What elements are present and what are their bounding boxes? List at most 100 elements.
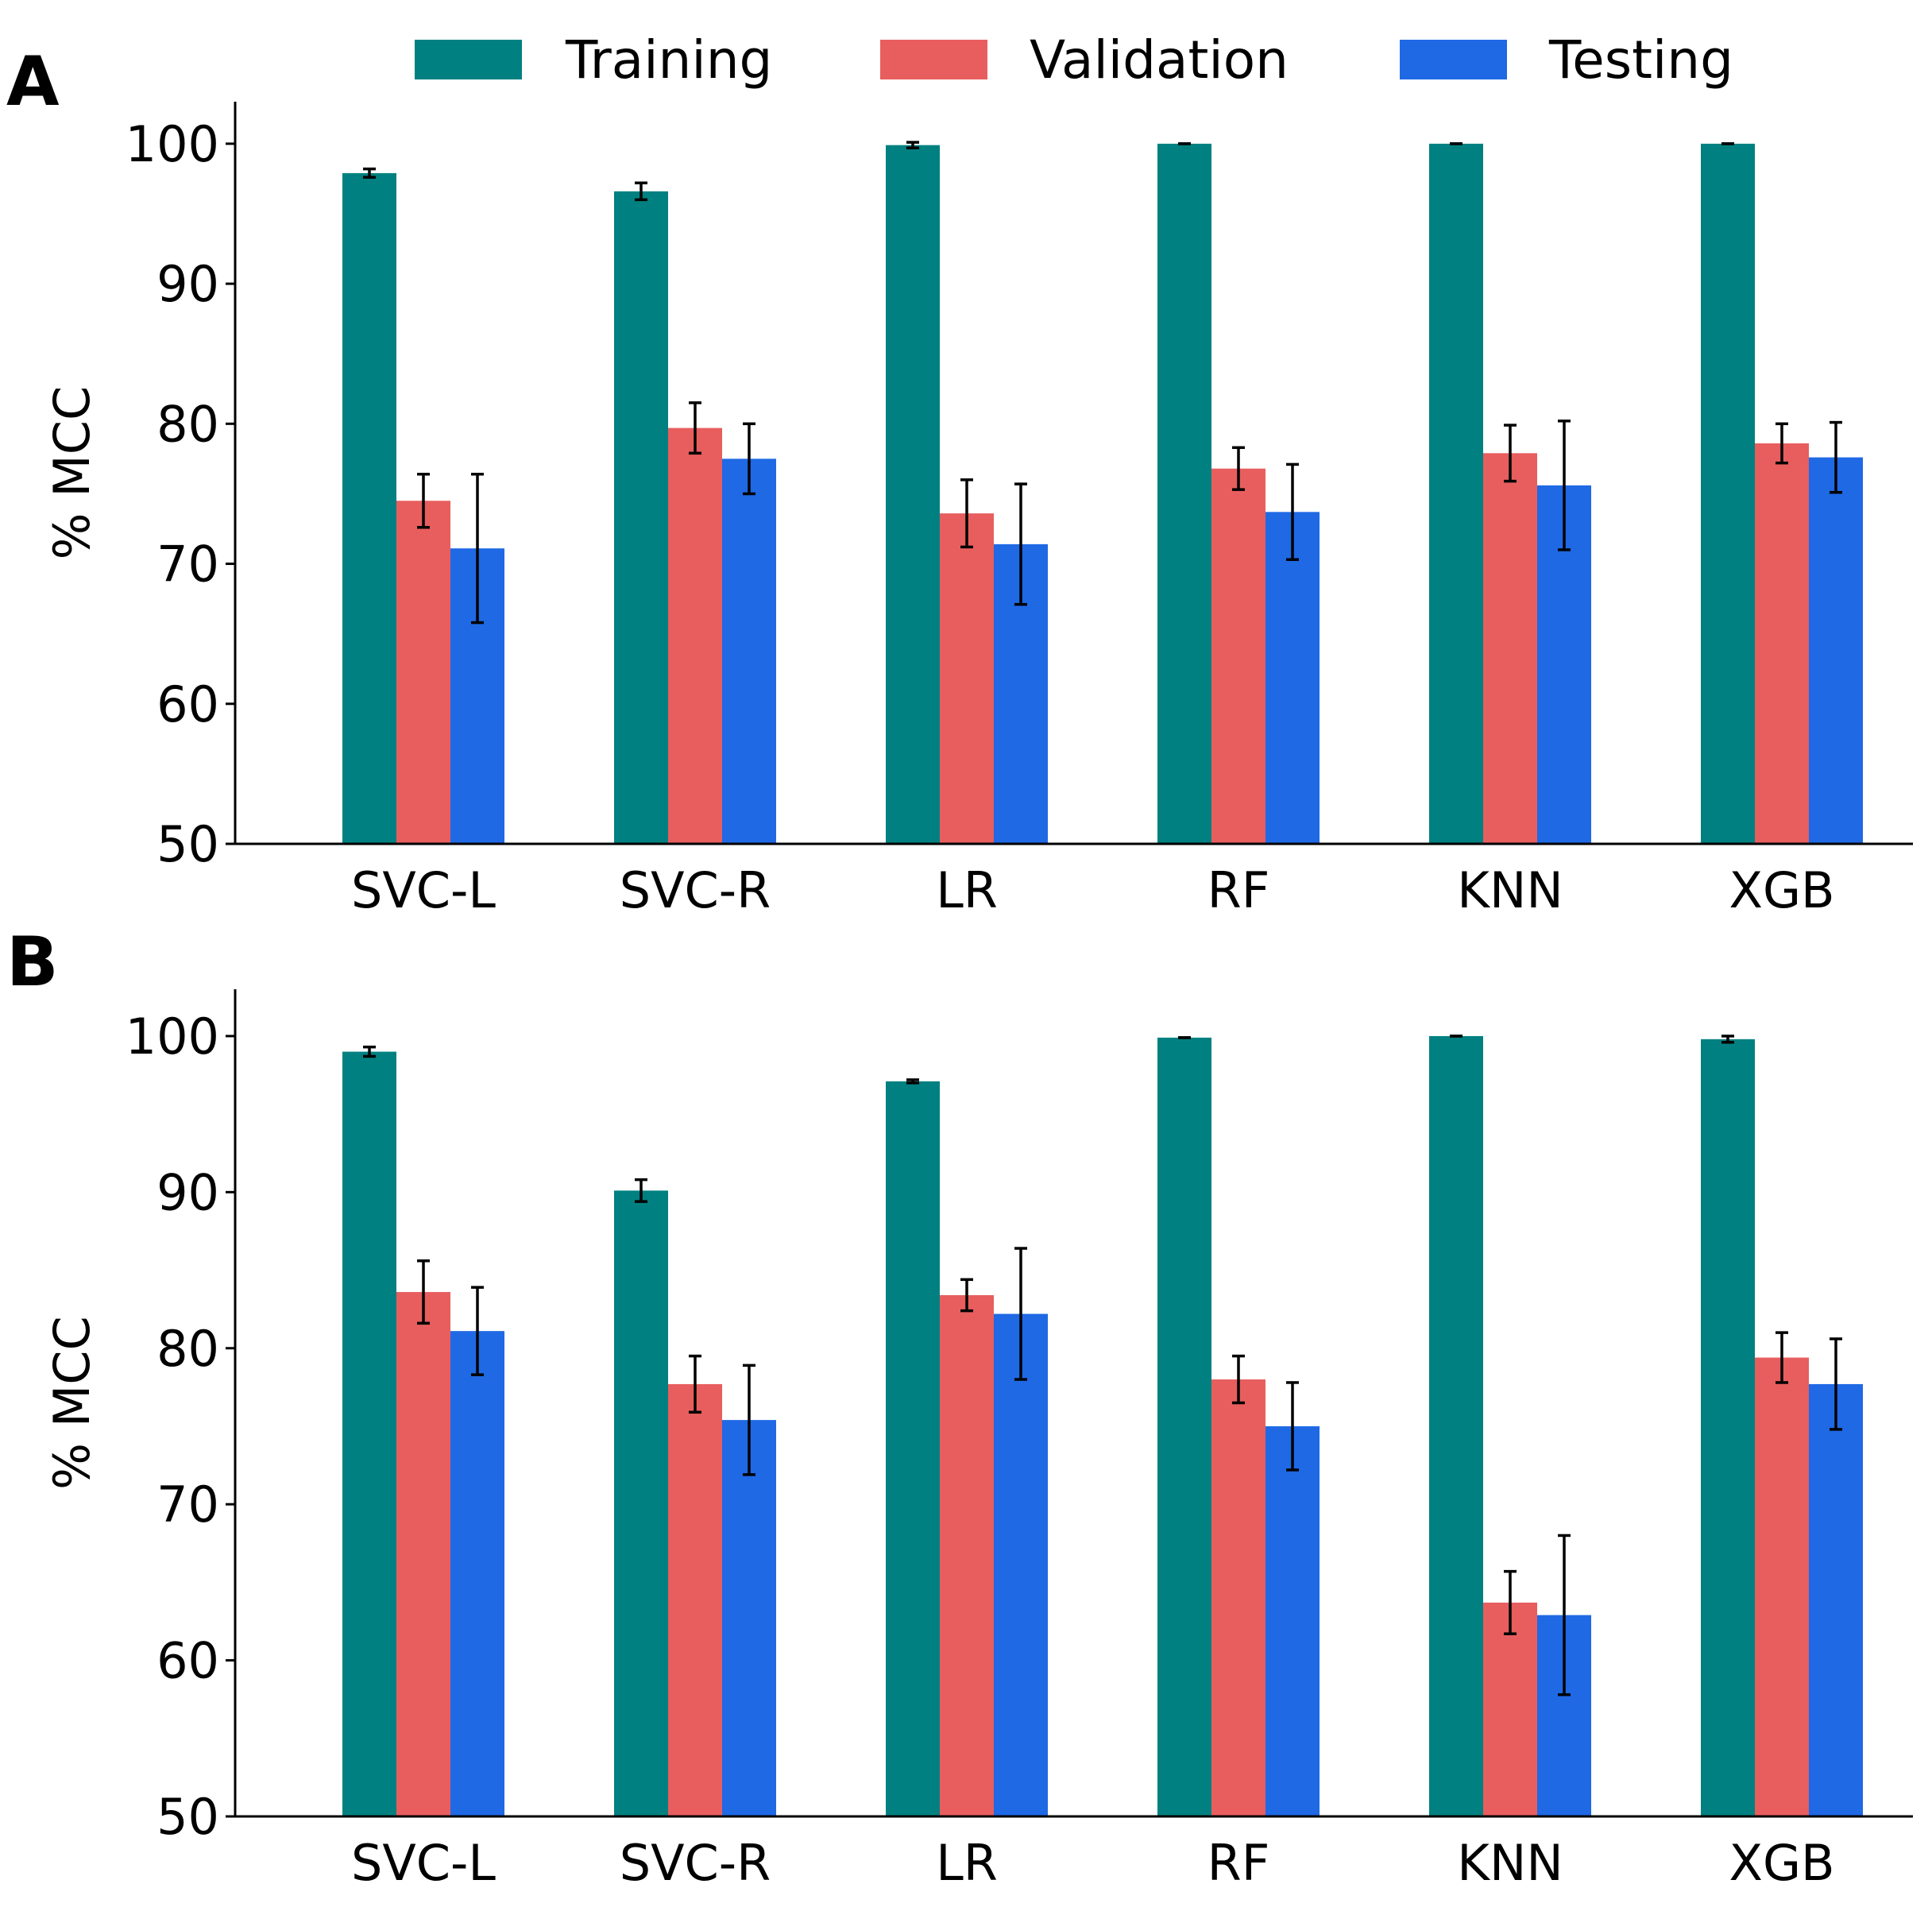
errorbar-b-rf-validation: [1232, 1354, 1245, 1405]
x-tick-label-a-rf: RF: [1208, 861, 1270, 919]
y-tick-label-b-80: 80: [156, 1320, 219, 1378]
x-tick-label-a-lr: LR: [936, 861, 998, 919]
bar-b-svc-l-validation: [396, 1292, 450, 1816]
y-tick-label-a-50: 50: [156, 815, 219, 873]
x-tick-label-b-knn: KNN: [1457, 1834, 1563, 1892]
bar-a-rf-validation: [1211, 468, 1265, 844]
errorbar-a-svc-r-testing: [743, 422, 755, 496]
bar-a-xgb-training: [1701, 143, 1755, 844]
x-tick-label-a-xgb: XGB: [1729, 861, 1834, 919]
bar-b-lr-testing: [994, 1313, 1048, 1816]
errorbar-a-knn-validation: [1504, 424, 1517, 483]
errorbar-b-xgb-validation: [1776, 1331, 1788, 1384]
errorbar-b-knn-testing: [1558, 1534, 1571, 1696]
legend-swatch-training: [415, 40, 522, 79]
errorbar-a-xgb-validation: [1776, 422, 1788, 465]
errorbar-b-xgb-testing: [1830, 1337, 1842, 1431]
legend-swatch-testing: [1400, 40, 1507, 79]
errorbar-b-svc-l-testing: [471, 1286, 484, 1376]
y-tick-label-b-50: 50: [156, 1788, 219, 1846]
legend-label-testing: Testing: [1548, 29, 1733, 91]
bar-b-svc-l-training: [342, 1051, 396, 1816]
bar-b-rf-validation: [1211, 1379, 1265, 1816]
y-axis-title-a: % MCC: [43, 386, 101, 560]
errorbar-a-svc-l-training: [363, 167, 376, 179]
bar-b-xgb-testing: [1809, 1383, 1863, 1816]
legend-label-validation: Validation: [1030, 29, 1289, 91]
x-tick-label-a-knn: KNN: [1457, 861, 1563, 919]
bar-a-svc-r-training: [614, 191, 668, 844]
bar-b-svc-r-training: [614, 1190, 668, 1816]
errorbar-b-svc-r-training: [635, 1178, 647, 1203]
x-tick-label-b-svc-l: SVC-L: [351, 1834, 496, 1892]
x-tick-label-b-lr: LR: [936, 1834, 998, 1892]
bar-a-svc-r-validation: [668, 427, 722, 844]
x-tick-label-b-svc-r: SVC-R: [620, 1834, 771, 1892]
y-tick-label-a-80: 80: [156, 395, 219, 453]
bar-a-lr-training: [886, 145, 940, 844]
y-tick-label-a-70: 70: [156, 536, 219, 594]
y-tick-label-a-60: 60: [156, 675, 219, 733]
bar-a-rf-testing: [1265, 512, 1320, 844]
errorbar-a-lr-testing: [1014, 482, 1027, 606]
errorbar-a-svc-l-testing: [471, 473, 484, 625]
legend-label-training: Training: [565, 29, 772, 91]
panel-a-chart: 50 60 70 80 90 100 SVC-L SVC-R LR RF KNN XGB % MCC: [43, 102, 1913, 919]
errorbar-b-lr-testing: [1014, 1247, 1027, 1381]
bar-a-svc-l-validation: [396, 501, 450, 844]
errorbar-a-rf-testing: [1286, 462, 1299, 562]
errorbar-b-xgb-training: [1721, 1035, 1734, 1044]
errorbar-a-svc-l-validation: [417, 473, 430, 529]
errorbar-a-svc-r-validation: [689, 401, 701, 455]
errorbar-a-svc-r-training: [635, 181, 647, 202]
bar-a-svc-l-training: [342, 172, 396, 844]
bar-b-lr-validation: [940, 1294, 994, 1816]
legend: Training Validation Testing: [415, 29, 1733, 91]
errorbar-a-lr-training: [906, 141, 919, 149]
bar-b-xgb-training: [1701, 1039, 1755, 1816]
y-tick-label-a-100: 100: [126, 115, 219, 173]
errorbar-b-lr-validation: [960, 1278, 973, 1313]
y-tick-label-b-60: 60: [156, 1632, 219, 1690]
y-tick-label-b-90: 90: [156, 1163, 219, 1221]
bar-a-xgb-validation: [1755, 443, 1809, 844]
errorbar-b-svc-l-training: [363, 1045, 376, 1058]
panel-label-b: B: [6, 923, 59, 1002]
errorbar-b-rf-testing: [1286, 1381, 1299, 1472]
bar-b-lr-training: [886, 1081, 940, 1816]
bar-b-rf-training: [1157, 1037, 1211, 1816]
bar-a-lr-validation: [940, 513, 994, 844]
bar-a-xgb-testing: [1809, 457, 1863, 844]
bar-a-knn-validation: [1483, 453, 1537, 844]
errorbar-b-svc-r-validation: [689, 1354, 701, 1414]
panel-label-a: A: [6, 42, 60, 122]
bar-b-xgb-validation: [1755, 1357, 1809, 1816]
bar-b-svc-r-testing: [722, 1420, 776, 1816]
x-tick-label-a-svc-l: SVC-L: [351, 861, 496, 919]
bar-b-svc-r-validation: [668, 1383, 722, 1816]
bar-b-rf-testing: [1265, 1425, 1320, 1816]
bar-b-svc-l-testing: [450, 1331, 504, 1816]
errorbar-a-rf-validation: [1232, 446, 1245, 491]
errorbar-b-svc-l-validation: [417, 1259, 430, 1325]
x-tick-label-b-rf: RF: [1208, 1834, 1270, 1892]
y-axis-title-b: % MCC: [43, 1316, 101, 1490]
bar-a-svc-r-testing: [722, 458, 776, 844]
bar-a-rf-training: [1157, 143, 1211, 844]
y-tick-label-a-90: 90: [156, 255, 219, 313]
errorbar-a-knn-testing: [1558, 420, 1571, 551]
bar-b-knn-validation: [1483, 1602, 1537, 1816]
errorbar-b-knn-validation: [1504, 1569, 1517, 1635]
bar-b-knn-training: [1429, 1035, 1483, 1816]
bar-a-knn-training: [1429, 143, 1483, 844]
x-tick-label-b-xgb: XGB: [1729, 1834, 1834, 1892]
errorbar-a-xgb-testing: [1830, 420, 1842, 494]
errorbar-b-lr-training: [906, 1078, 919, 1085]
y-tick-label-b-100: 100: [126, 1008, 219, 1066]
x-tick-label-a-svc-r: SVC-R: [620, 861, 771, 919]
errorbar-a-lr-validation: [960, 478, 973, 549]
y-tick-label-b-70: 70: [156, 1476, 219, 1534]
legend-swatch-validation: [880, 40, 987, 79]
panel-b-chart: 50 60 70 80 90 100 SVC-L SVC-R LR RF KNN XGB % MCC: [43, 989, 1913, 1892]
